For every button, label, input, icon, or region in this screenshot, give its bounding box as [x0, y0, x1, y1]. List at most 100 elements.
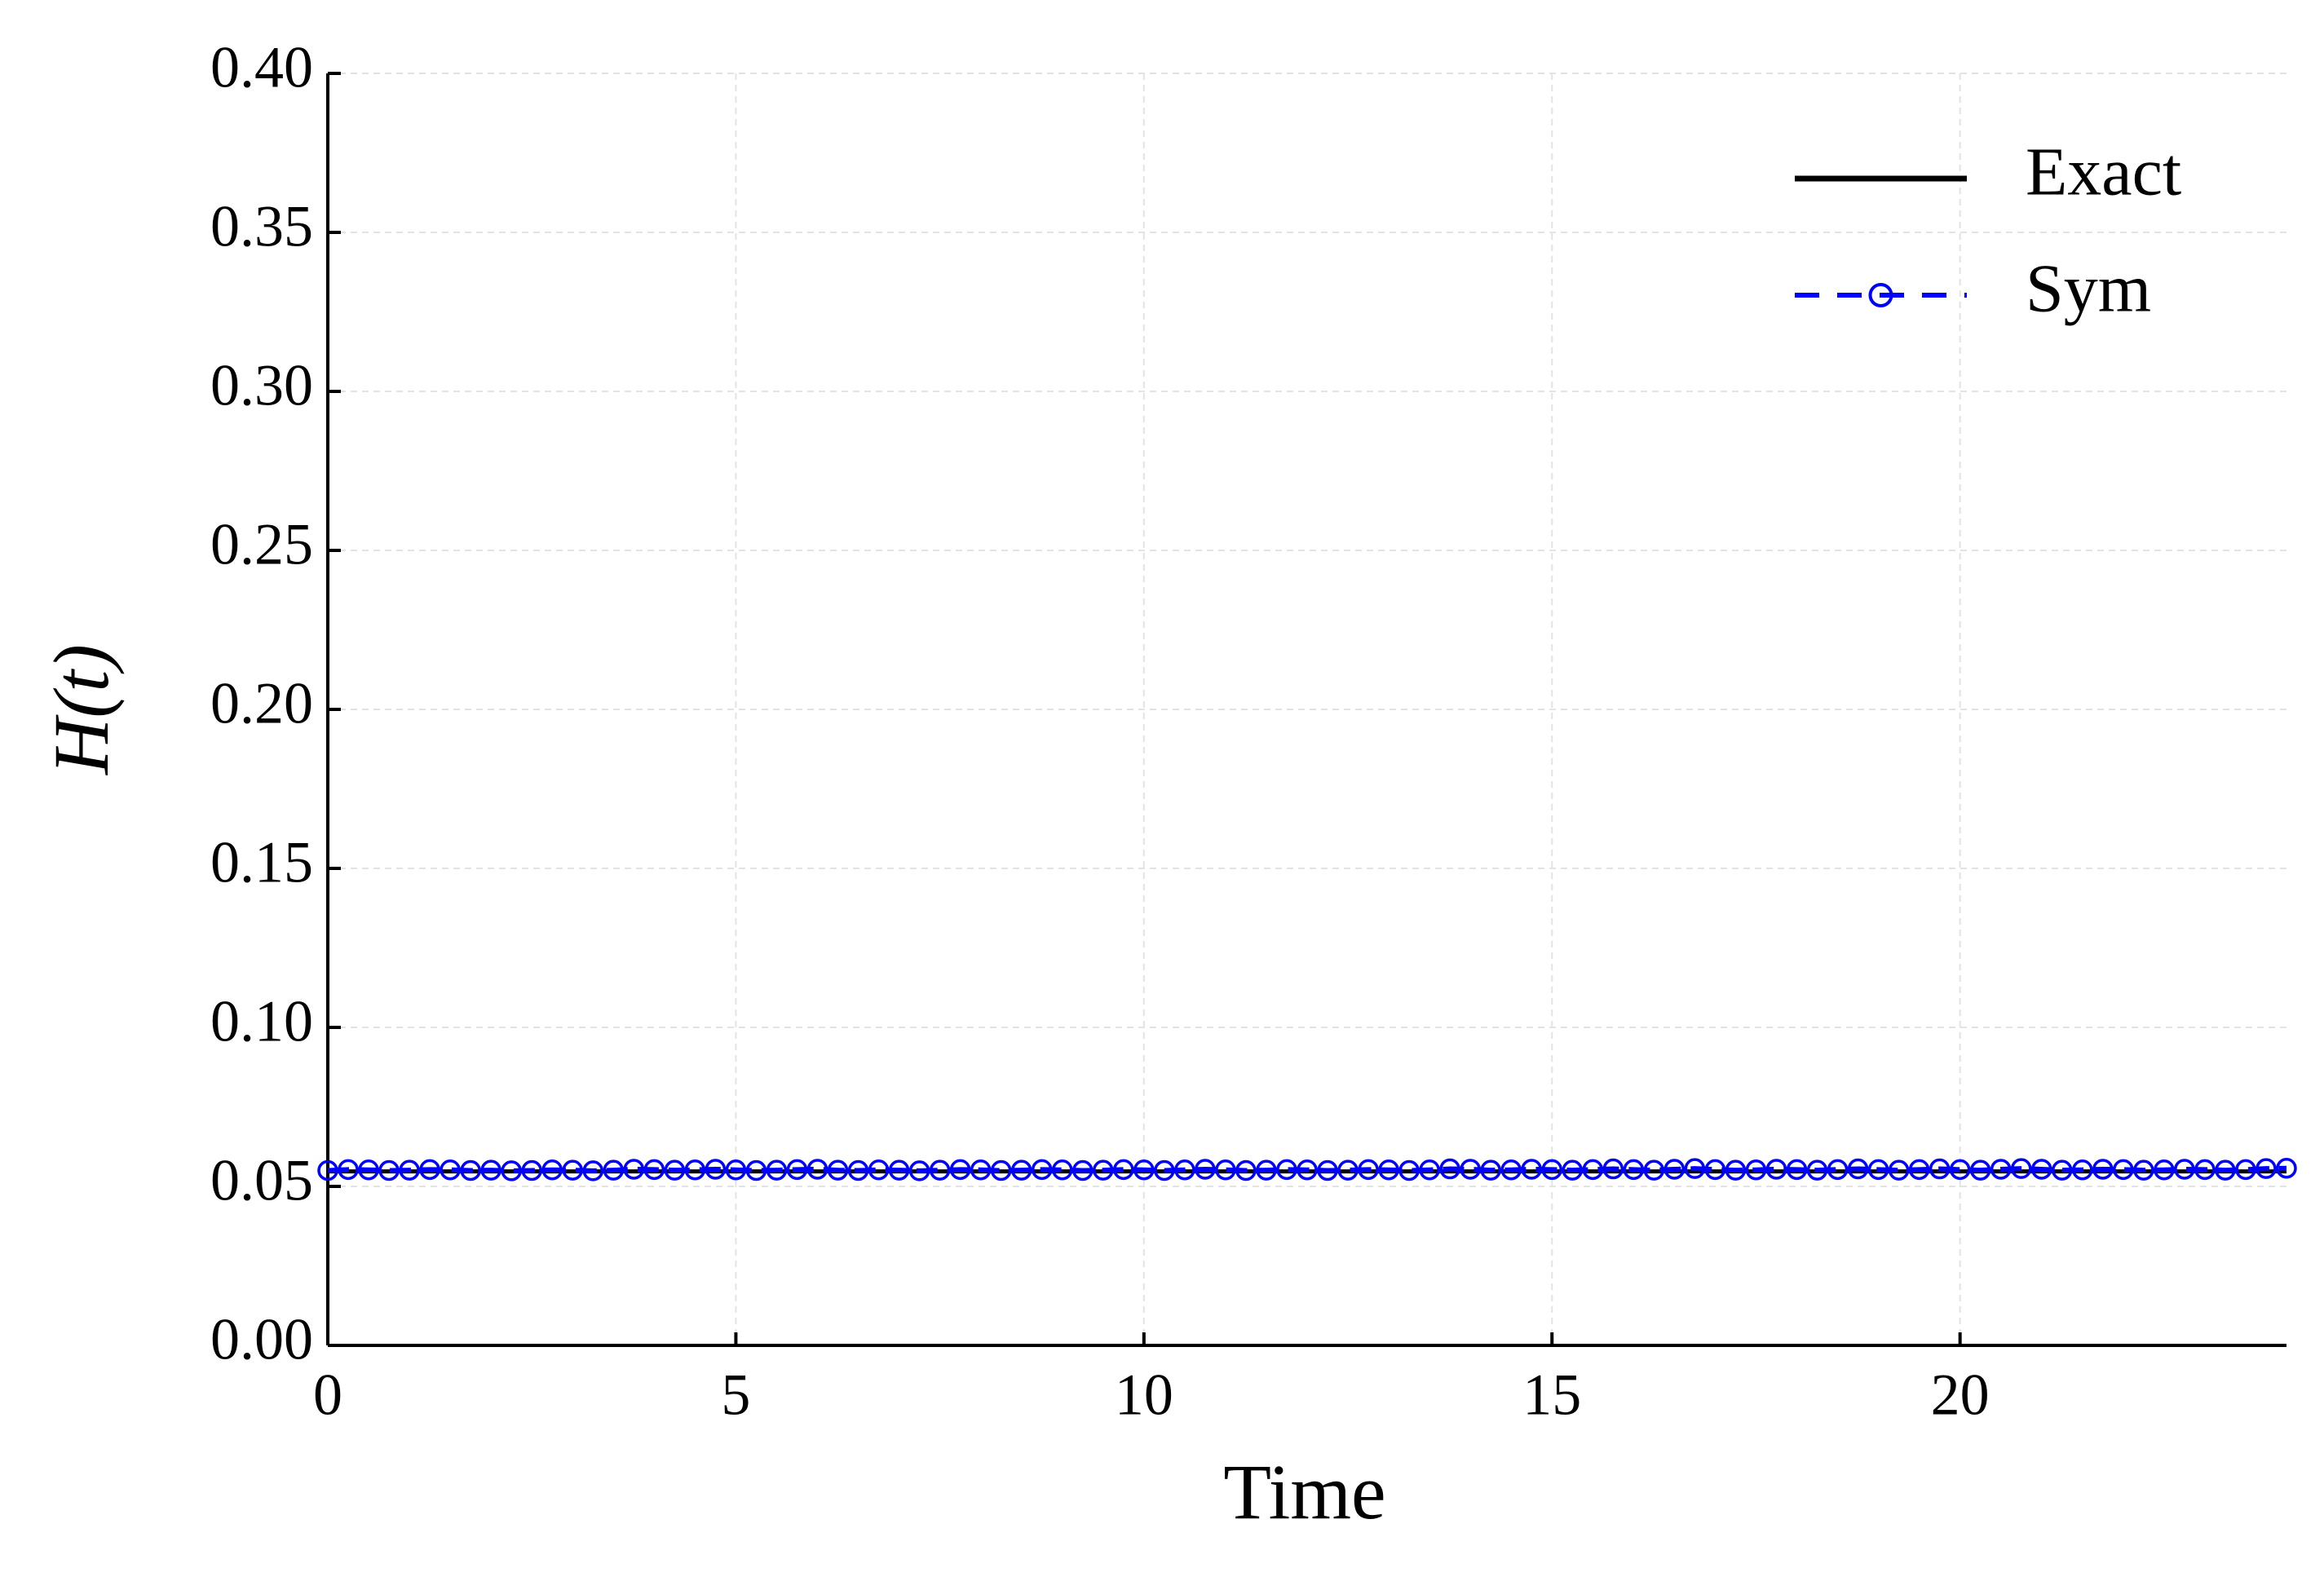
- x-tick-label: 10: [1115, 1363, 1173, 1428]
- marker: [2031, 1159, 2052, 1180]
- marker: [317, 1159, 338, 1181]
- marker: [2154, 1159, 2175, 1181]
- marker: [2276, 1158, 2297, 1179]
- marker: [1990, 1159, 2012, 1180]
- x-tick-label: 15: [1522, 1363, 1581, 1428]
- marker: [1929, 1158, 1951, 1180]
- marker: [786, 1159, 808, 1181]
- marker: [970, 1159, 992, 1181]
- marker: [419, 1159, 440, 1181]
- series-line: [327, 1165, 2287, 1173]
- marker: [908, 1160, 930, 1181]
- marker: [1174, 1159, 1195, 1181]
- marker: [1725, 1159, 1747, 1181]
- marker: [847, 1159, 869, 1181]
- marker: [1010, 1159, 1032, 1181]
- marker: [929, 1159, 951, 1181]
- marker: [705, 1159, 727, 1180]
- y-tick-label: 0.40: [210, 35, 313, 100]
- marker: [440, 1159, 461, 1181]
- marker: [378, 1159, 400, 1181]
- marker: [2113, 1159, 2134, 1181]
- marker: [1500, 1159, 1522, 1181]
- marker: [1541, 1159, 1562, 1181]
- marker: [2174, 1159, 2195, 1180]
- marker: [1398, 1159, 1420, 1181]
- marker: [460, 1159, 481, 1181]
- x-tick-label: 5: [721, 1363, 750, 1428]
- marker: [1052, 1159, 1073, 1181]
- marker: [399, 1159, 420, 1181]
- marker: [2052, 1159, 2073, 1181]
- marker: [1276, 1159, 1297, 1181]
- marker: [1949, 1159, 1971, 1181]
- marker: [1297, 1159, 1318, 1181]
- y-tick-label: 0.05: [210, 1148, 313, 1213]
- marker: [2235, 1159, 2256, 1181]
- marker: [1908, 1159, 1930, 1181]
- marker: [1582, 1159, 1604, 1181]
- marker: [1235, 1159, 1257, 1181]
- y-tick-label: 0.20: [210, 671, 313, 736]
- marker: [1888, 1159, 1910, 1181]
- marker: [1969, 1159, 1991, 1181]
- marker: [643, 1159, 665, 1181]
- marker: [949, 1159, 971, 1181]
- marker: [1867, 1159, 1889, 1181]
- legend-label: Sym: [2026, 250, 2151, 326]
- marker: [664, 1159, 686, 1181]
- marker: [1643, 1159, 1665, 1181]
- marker: [2133, 1159, 2154, 1181]
- marker: [2256, 1158, 2277, 1179]
- marker: [990, 1159, 1012, 1181]
- marker: [1623, 1159, 1645, 1181]
- marker: [888, 1159, 910, 1181]
- marker: [1786, 1159, 1808, 1181]
- marker: [2194, 1159, 2216, 1181]
- marker: [582, 1160, 604, 1181]
- marker: [1317, 1159, 1338, 1181]
- marker: [1378, 1159, 1399, 1181]
- marker: [1663, 1159, 1686, 1180]
- marker: [1133, 1159, 1155, 1181]
- marker: [1521, 1159, 1542, 1180]
- marker: [2072, 1159, 2093, 1181]
- marker: [1419, 1159, 1440, 1181]
- marker: [1093, 1159, 1114, 1181]
- marker: [521, 1159, 542, 1181]
- y-tick-label: 0.10: [210, 989, 313, 1054]
- marker: [1337, 1159, 1359, 1181]
- marker: [623, 1159, 645, 1180]
- marker: [868, 1159, 890, 1181]
- legend-label: Exact: [2026, 134, 2181, 210]
- marker: [1847, 1158, 1869, 1180]
- legend-marker: [1868, 283, 1893, 307]
- y-axis-label: H(t): [38, 644, 125, 776]
- marker: [1704, 1159, 1726, 1181]
- marker: [1113, 1159, 1134, 1181]
- marker: [480, 1159, 501, 1181]
- marker: [684, 1159, 706, 1181]
- marker: [1765, 1159, 1787, 1180]
- marker: [2010, 1158, 2032, 1179]
- marker: [1256, 1159, 1277, 1181]
- marker: [1439, 1158, 1460, 1180]
- marker: [766, 1159, 788, 1181]
- marker: [1745, 1159, 1767, 1181]
- marker: [562, 1159, 583, 1181]
- marker: [1562, 1159, 1584, 1181]
- y-tick-label: 0.30: [210, 353, 313, 418]
- y-tick-label: 0.35: [210, 194, 313, 259]
- marker: [1215, 1159, 1236, 1181]
- marker: [1806, 1159, 1828, 1181]
- marker: [1072, 1159, 1094, 1181]
- marker: [1460, 1159, 1481, 1180]
- x-tick-label: 20: [1931, 1363, 1990, 1428]
- marker: [1480, 1159, 1501, 1181]
- y-tick-label: 0.25: [210, 512, 313, 577]
- marker: [827, 1159, 849, 1181]
- marker: [1031, 1159, 1053, 1181]
- marker: [1358, 1159, 1379, 1181]
- marker: [338, 1159, 359, 1181]
